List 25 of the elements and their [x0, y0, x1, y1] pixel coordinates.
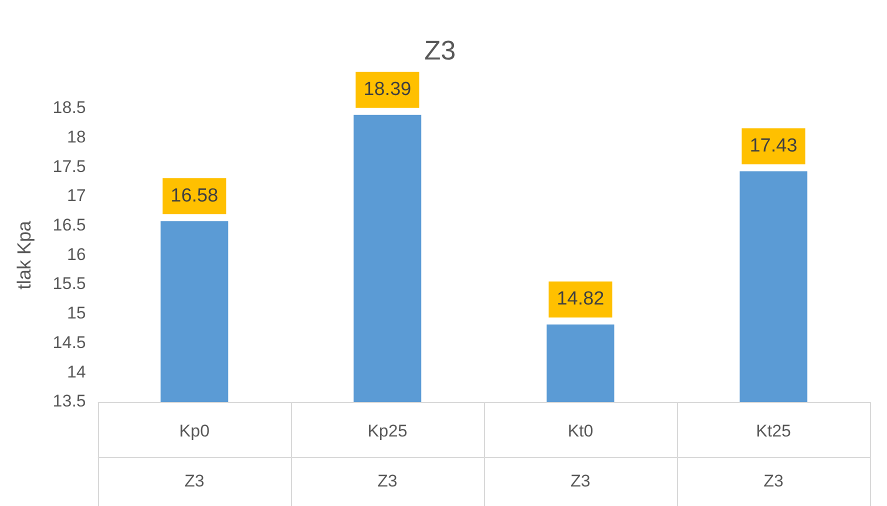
data-label: 18.39: [364, 79, 412, 100]
x-tick-label: Kp25: [368, 422, 408, 441]
y-tick-label: 14.5: [52, 332, 86, 352]
data-label: 16.58: [170, 185, 218, 206]
text: Z3: [764, 472, 784, 491]
x-tick-label: Kt25: [756, 422, 791, 441]
y-tick-label: 18: [66, 127, 86, 146]
y-tick-label: 17: [66, 186, 86, 206]
y-tick-label: 15: [66, 304, 86, 323]
y-tick-label: 15.5: [52, 274, 86, 294]
text: Z3: [184, 472, 204, 491]
y-tick-label: 14: [66, 362, 86, 382]
y-tick-label: 18.5: [52, 98, 86, 118]
y-tick-label: 16.5: [52, 216, 86, 235]
x-tick-label: Kp0: [179, 422, 210, 441]
y-tick-label: 17.5: [52, 156, 86, 176]
data-label: 17.43: [750, 135, 798, 156]
text: Z3: [378, 472, 398, 491]
text: Z3: [570, 472, 590, 491]
y-tick-label: 13.5: [52, 392, 86, 411]
y-tick-label: 16: [66, 244, 86, 264]
y-axis-title: tlak Kpa: [14, 220, 36, 290]
data-label: 14.82: [556, 288, 604, 310]
chart-title: Z3: [424, 36, 456, 66]
x-tick-label: Kt0: [568, 422, 594, 441]
